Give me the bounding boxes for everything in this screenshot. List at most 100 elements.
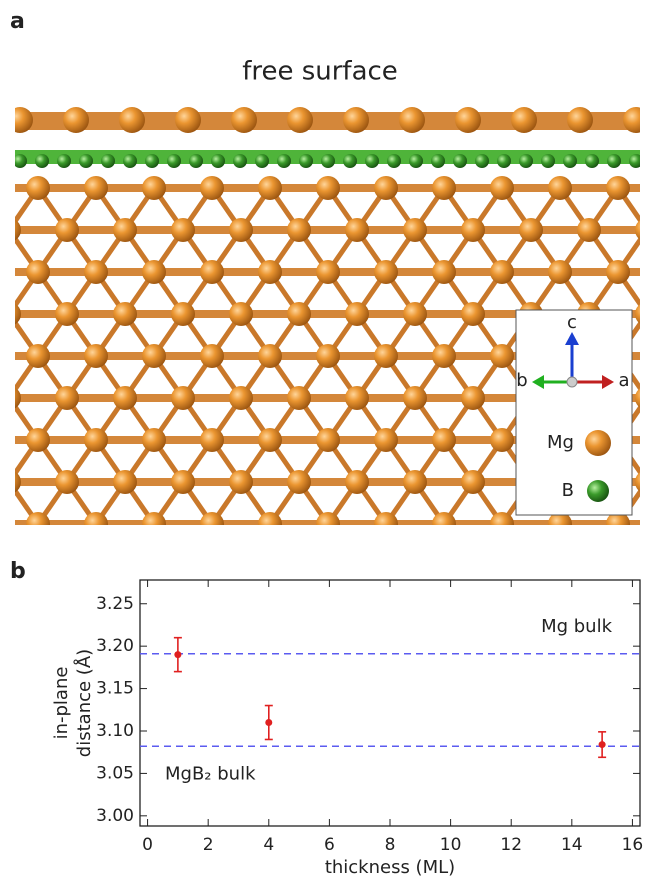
x-tick-label: 12 xyxy=(500,835,522,855)
atom xyxy=(345,386,369,410)
x-tick-label: 14 xyxy=(561,835,583,855)
atom xyxy=(387,154,401,168)
atom xyxy=(26,512,50,536)
atom xyxy=(490,428,514,452)
x-tick-label: 6 xyxy=(324,835,335,855)
atom xyxy=(113,218,137,242)
bond xyxy=(647,482,651,524)
atom xyxy=(511,107,537,133)
atom xyxy=(84,176,108,200)
bond xyxy=(0,440,9,482)
bond xyxy=(647,398,651,440)
x-tick-label: 10 xyxy=(440,835,462,855)
atom xyxy=(548,512,572,536)
atom xyxy=(497,154,511,168)
atom xyxy=(585,154,599,168)
atom xyxy=(200,428,224,452)
atom xyxy=(258,260,282,284)
y-tick-label: 3.25 xyxy=(96,594,134,614)
atom xyxy=(142,512,166,536)
data-point xyxy=(599,741,606,748)
bond xyxy=(0,272,9,314)
atom xyxy=(635,218,651,242)
atom xyxy=(0,218,21,242)
atom xyxy=(57,154,71,168)
atom xyxy=(200,176,224,200)
atom xyxy=(606,176,630,200)
atom xyxy=(461,470,485,494)
y-axis-label: distance (Å) xyxy=(73,649,95,757)
bond xyxy=(415,524,444,566)
atom xyxy=(211,154,225,168)
chart: b02468101214163.003.053.103.153.203.25th… xyxy=(10,559,643,878)
bond-layer xyxy=(15,112,640,130)
atom xyxy=(26,176,50,200)
atom xyxy=(623,107,649,133)
bond xyxy=(589,524,618,566)
atom xyxy=(519,218,543,242)
figure: a free surface c b a Mg B b0246810121416… xyxy=(0,0,651,885)
atom xyxy=(229,470,253,494)
x-tick-label: 2 xyxy=(203,835,214,855)
atom xyxy=(403,218,427,242)
atom xyxy=(258,176,282,200)
atom xyxy=(490,344,514,368)
x-axis-label: thickness (ML) xyxy=(325,857,455,878)
bond xyxy=(154,524,183,566)
atom xyxy=(374,260,398,284)
atom xyxy=(63,107,89,133)
atom xyxy=(432,260,456,284)
atom xyxy=(113,470,137,494)
atom xyxy=(26,344,50,368)
bond xyxy=(0,398,9,440)
y-tick-label: 3.05 xyxy=(96,763,134,783)
axis-c: c xyxy=(567,312,577,333)
reference-label: MgB₂ bulk xyxy=(165,763,256,784)
axis-b: b xyxy=(516,370,527,391)
atom xyxy=(567,107,593,133)
atom xyxy=(200,344,224,368)
bond xyxy=(96,524,125,566)
atom xyxy=(431,154,445,168)
bond xyxy=(212,524,241,566)
bond xyxy=(0,230,9,272)
atom xyxy=(84,428,108,452)
atom xyxy=(142,260,166,284)
atom xyxy=(635,386,651,410)
legend-swatch xyxy=(585,430,611,456)
atom xyxy=(461,386,485,410)
atom xyxy=(171,302,195,326)
atom xyxy=(258,512,282,536)
axis-a: a xyxy=(618,370,629,391)
atom xyxy=(316,260,340,284)
legend-swatch xyxy=(587,480,609,502)
bond xyxy=(473,524,502,566)
atom xyxy=(519,154,533,168)
x-tick-label: 16 xyxy=(622,835,644,855)
atom xyxy=(142,176,166,200)
atom xyxy=(79,154,93,168)
atom xyxy=(229,218,253,242)
atom xyxy=(316,344,340,368)
atom xyxy=(123,154,137,168)
atom xyxy=(548,260,572,284)
atom xyxy=(277,154,291,168)
bond xyxy=(647,272,651,314)
bond xyxy=(647,188,651,230)
axes-inset: c b a Mg B xyxy=(516,310,632,515)
atom xyxy=(171,386,195,410)
atom xyxy=(365,154,379,168)
bond xyxy=(270,524,299,566)
atom xyxy=(55,218,79,242)
atom xyxy=(374,176,398,200)
atom xyxy=(432,428,456,452)
bond xyxy=(647,230,651,272)
atom xyxy=(343,107,369,133)
atom xyxy=(287,302,311,326)
bond xyxy=(0,356,9,398)
bond xyxy=(125,524,154,566)
atom xyxy=(0,386,21,410)
atom xyxy=(287,107,313,133)
atom xyxy=(229,386,253,410)
x-tick-label: 4 xyxy=(263,835,274,855)
